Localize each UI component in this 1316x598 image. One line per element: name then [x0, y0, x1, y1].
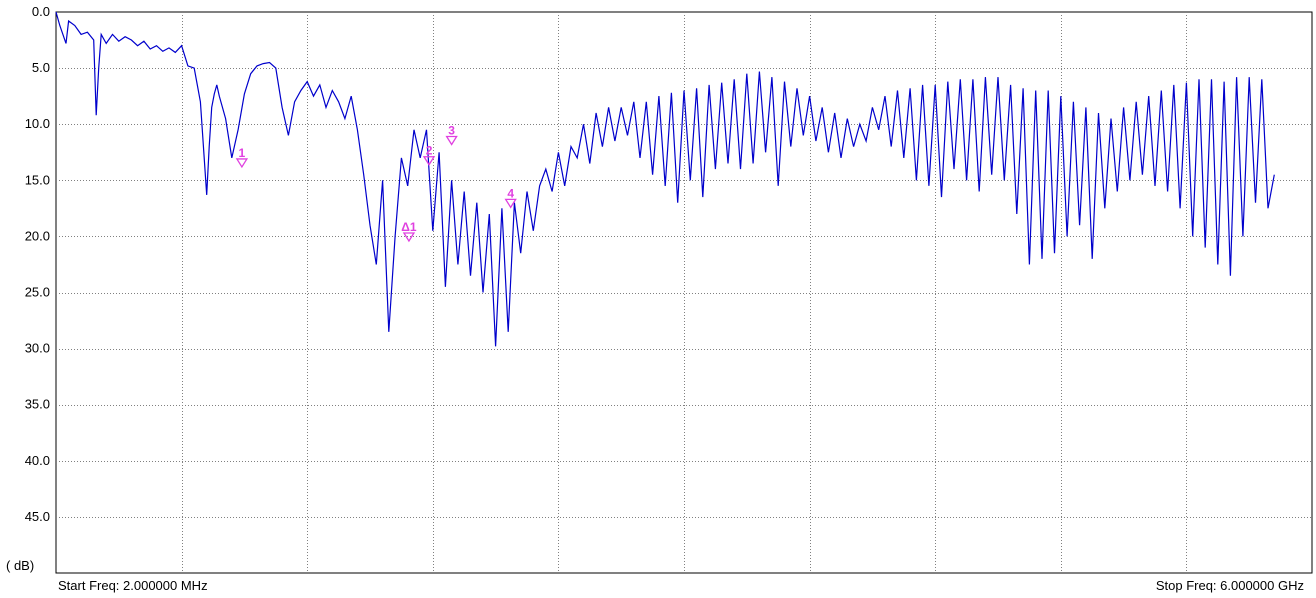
y-tick-label: 35.0: [25, 397, 50, 412]
marker-label: 4: [507, 186, 514, 200]
marker: 2: [422, 144, 436, 166]
marker-triangle: [445, 135, 458, 146]
marker-label: Δ1: [401, 220, 417, 234]
y-tick-labels: 0.0 5.0 10.0 15.0 20.0 25.0 30.0 35.0 40.0 45.0: [25, 4, 50, 524]
marker: 1: [235, 146, 249, 169]
marker: Δ1: [401, 220, 417, 243]
marker-label: 3: [448, 124, 455, 138]
marker-triangle: [235, 158, 249, 169]
y-axis-unit-label: ( dB): [6, 558, 34, 573]
y-tick-label: 5.0: [32, 60, 50, 75]
start-freq-label: Start Freq: 2.000000 MHz: [58, 578, 208, 593]
y-tick-label: 45.0: [25, 509, 50, 524]
marker: 4: [504, 186, 517, 209]
y-tick-label: 20.0: [25, 228, 50, 243]
marker-label: 1: [239, 146, 246, 160]
marker-label: 2: [426, 144, 433, 158]
trace-line: [55, 11, 1275, 347]
markers: 1 2 3 4 Δ1: [235, 124, 517, 243]
y-tick-label: 0.0: [32, 4, 50, 19]
y-tick-label: 25.0: [25, 285, 50, 300]
y-tick-label: 40.0: [25, 453, 50, 468]
y-tick-label: 30.0: [25, 341, 50, 356]
y-tick-label: 10.0: [25, 116, 50, 131]
stop-freq-label: Stop Freq: 6.000000 GHz: [1155, 578, 1304, 593]
marker: 3: [445, 124, 458, 146]
marker-triangle: [504, 198, 517, 209]
y-tick-label: 15.0: [25, 172, 50, 187]
marker-triangle: [422, 156, 436, 166]
marker-triangle: [402, 232, 416, 243]
